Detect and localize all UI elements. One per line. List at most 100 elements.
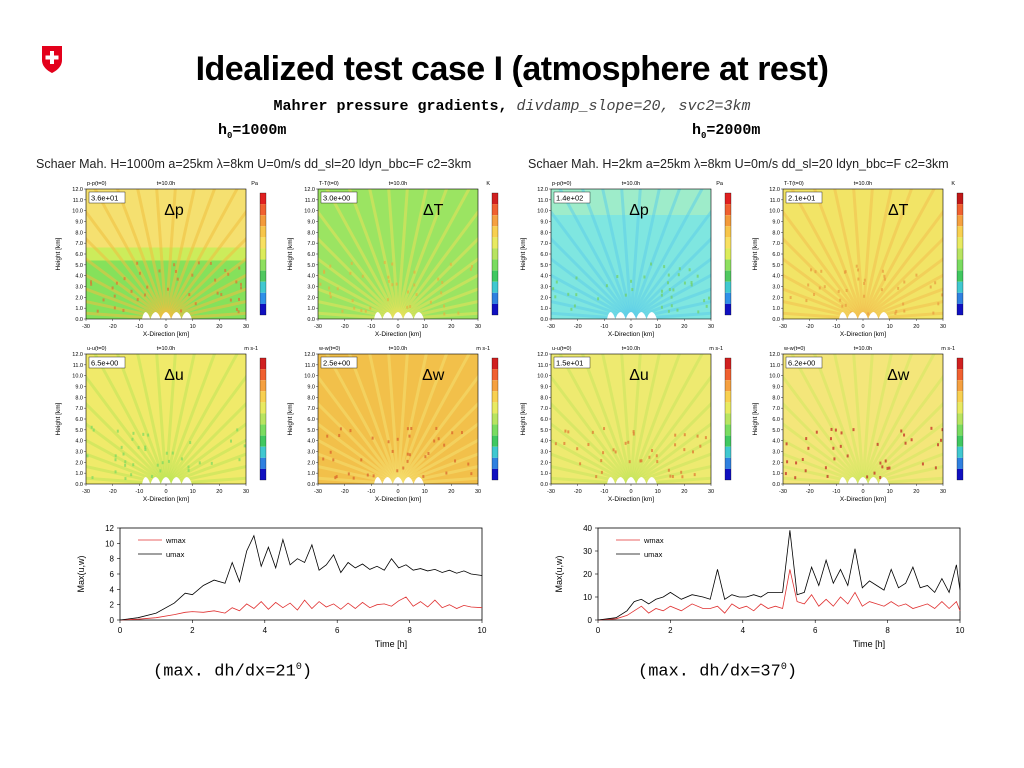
max-value-box xyxy=(785,191,823,204)
time-series-chart-right: 0 2 4 6 8 10 0 10 20 30 40 Time [h] Max(u,w) wmax umax xyxy=(554,524,965,649)
x-tick-label: 8 xyxy=(885,626,890,635)
panel-time-label: t=10.0h xyxy=(622,181,641,187)
field-rays xyxy=(551,189,711,319)
max-value-box xyxy=(553,191,591,204)
swiss-cross-logo-icon xyxy=(42,46,62,73)
max-value-box xyxy=(88,356,126,369)
colorbar-segment xyxy=(260,270,266,282)
colorbar-segment xyxy=(957,380,963,392)
field-panel-L-p: p-p(t=0) t=10.0h Pa 3.6e+01 Δp 0.0 1.0 2.0 3.0 4.… xyxy=(55,181,267,338)
field-band xyxy=(86,247,246,261)
x-tick-label: 0 xyxy=(861,489,864,495)
x-tick-label: 20 xyxy=(216,489,222,495)
x-tick-label: -20 xyxy=(574,324,582,330)
y-tick-label: 9.0 xyxy=(307,385,315,391)
mountain-ridge xyxy=(839,477,889,484)
x-axis-label: X-Direction [km] xyxy=(840,496,886,503)
y-tick-label: 2.0 xyxy=(307,295,315,301)
colorbar-segment xyxy=(725,358,731,370)
series-line-umax xyxy=(597,530,961,621)
x-tick-label: -20 xyxy=(341,489,349,495)
caption-right: (max. dh/dx=370) xyxy=(638,662,798,682)
y-tick-label: 6.0 xyxy=(75,252,83,258)
x-tick-label: 4 xyxy=(741,626,746,635)
y-tick-label: 10.0 xyxy=(537,374,548,380)
y-tick-label: 7.0 xyxy=(75,241,83,247)
y-tick-label: 5.0 xyxy=(772,428,780,434)
y-tick-label: 9.0 xyxy=(772,220,780,226)
colorbar-segment xyxy=(725,270,731,282)
caption-left: (max. dh/dx=210) xyxy=(153,662,313,682)
y-tick-label: 4.0 xyxy=(75,439,83,445)
colorbar-segment xyxy=(260,226,266,238)
x-tick-label: 4 xyxy=(263,626,268,635)
y-tick-label: 12 xyxy=(105,524,114,533)
x-axis-label: X-Direction [km] xyxy=(608,331,654,338)
y-tick-label: 4 xyxy=(110,585,115,594)
colorbar-segment xyxy=(492,424,498,436)
panel-delta-label: Δp xyxy=(164,202,184,219)
x-tick-label: 0 xyxy=(164,324,167,330)
field-panel-R-w: w-w(t=0) t=10.0h m s-1 6.2e+00 Δw 0.0 1.0 2.0 3.… xyxy=(752,346,964,503)
x-tick-label: 20 xyxy=(448,489,454,495)
colorbar-segment xyxy=(492,292,498,304)
y-tick-label: 2.0 xyxy=(307,460,315,466)
panel-unit-label: Pa xyxy=(251,181,259,187)
y-tick-label: 7.0 xyxy=(75,406,83,412)
y-tick-label: 40 xyxy=(583,524,592,533)
colorbar-frame xyxy=(724,357,732,481)
y-tick-label: 9.0 xyxy=(307,220,315,226)
x-tick-label: -10 xyxy=(367,324,375,330)
panel-time-label: t=10.0h xyxy=(157,346,176,352)
y-tick-label: 8.0 xyxy=(307,395,315,401)
y-axis-label: Height [km] xyxy=(520,237,527,270)
max-value-label: 3.0e+00 xyxy=(323,194,350,203)
page-title: Idealized test case I (atmosphere at res… xyxy=(195,50,829,88)
x-tick-label: 10 xyxy=(887,489,893,495)
colorbar-segment xyxy=(492,369,498,381)
y-tick-label: 5.0 xyxy=(772,263,780,269)
y-tick-label: 12.0 xyxy=(537,187,548,193)
colorbar-segment xyxy=(725,281,731,293)
colorbar-segment xyxy=(725,457,731,469)
colorbar-segment xyxy=(725,237,731,249)
colorbar-segment xyxy=(725,259,731,271)
y-tick-label: 10.0 xyxy=(72,209,83,215)
colorbar-segment xyxy=(492,204,498,216)
x-tick-label: -10 xyxy=(832,324,840,330)
panel-time-label: t=10.0h xyxy=(854,181,873,187)
y-tick-label: 12.0 xyxy=(304,352,315,358)
panel-time-label: t=10.0h xyxy=(157,181,176,187)
colorbar-segment xyxy=(957,281,963,293)
colorbar-segment xyxy=(725,468,731,480)
colorbar-segment xyxy=(725,391,731,403)
field-panel-R-u: u-u(t=0) t=10.0h m s-1 1.5e+01 Δu 0.0 1.0 2.0 3.… xyxy=(520,346,732,503)
panel-unit-label: Pa xyxy=(716,181,724,187)
colorbar-segment xyxy=(260,413,266,425)
field-rays xyxy=(86,354,246,484)
mountain-ridge xyxy=(839,312,889,319)
colorbar-segment xyxy=(725,193,731,205)
y-tick-label: 1.0 xyxy=(307,306,315,312)
x-tick-label: 10 xyxy=(655,489,661,495)
panel-var-label: T-T(t=0) xyxy=(784,181,804,187)
y-tick-label: 6.0 xyxy=(75,417,83,423)
colorbar-segment xyxy=(260,435,266,447)
y-tick-label: 6.0 xyxy=(307,252,315,258)
h0-left-label: h0=1000m xyxy=(218,122,287,141)
colorbar-segment xyxy=(957,413,963,425)
x-axis-label: X-Direction [km] xyxy=(608,496,654,503)
h0-right-label: h0=2000m xyxy=(692,122,761,141)
field-rays xyxy=(783,189,943,319)
colorbar-segment xyxy=(260,215,266,227)
legend-label-umax: umax xyxy=(644,550,663,559)
y-tick-label: 3.0 xyxy=(75,450,83,456)
field-background xyxy=(318,189,478,319)
mountain-ridge xyxy=(607,477,657,484)
colorbar-segment xyxy=(260,457,266,469)
y-tick-label: 8.0 xyxy=(75,395,83,401)
y-tick-label: 1.0 xyxy=(75,306,83,312)
colorbar-segment xyxy=(260,281,266,293)
colorbar-segment xyxy=(957,193,963,205)
max-value-label: 1.4e+02 xyxy=(556,194,583,203)
